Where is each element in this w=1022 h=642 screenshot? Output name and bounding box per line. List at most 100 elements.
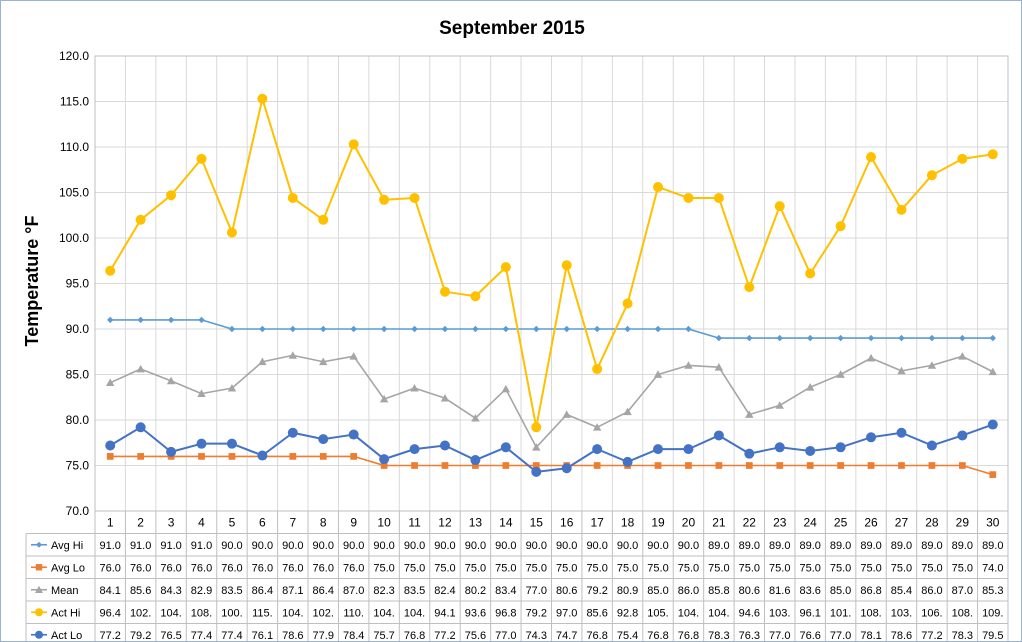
data-label: 77.0 (830, 630, 851, 641)
data-label: 77.0 (769, 630, 790, 641)
y-tick-label: 80.0 (66, 413, 90, 427)
data-point-act-lo (926, 440, 937, 451)
data-point-avg-lo (198, 453, 205, 460)
legend-key-marker-avg-hi (36, 541, 42, 548)
data-point-act-hi (135, 214, 146, 225)
data-label: 75.0 (586, 562, 607, 574)
x-tick-label: 5 (229, 515, 236, 529)
data-label: 83.4 (495, 585, 516, 597)
data-label: 75.0 (799, 562, 820, 574)
data-label: 85.3 (982, 585, 1003, 597)
data-point-avg-hi (167, 316, 175, 324)
data-label: 89.0 (830, 540, 851, 552)
data-point-mean (319, 357, 328, 366)
data-label: 75.0 (921, 562, 942, 574)
legend-key-marker-mean (35, 585, 43, 593)
y-tick-label: 110.0 (60, 140, 89, 154)
data-label: 79.2 (586, 585, 607, 597)
data-point-act-hi (196, 153, 207, 164)
data-label: 76.0 (160, 562, 181, 574)
x-tick-label: 17 (590, 515, 604, 529)
data-point-act-lo (470, 455, 481, 466)
data-label: 78.4 (343, 630, 364, 641)
x-tick-label: 15 (530, 515, 544, 529)
data-label: 84.1 (100, 585, 121, 597)
x-tick-label: 23 (773, 515, 787, 529)
data-point-avg-lo (411, 462, 418, 469)
data-point-act-lo (439, 440, 450, 451)
data-label: 75.0 (617, 562, 638, 574)
legend-entry-avg-hi: Avg Hi (51, 540, 83, 552)
data-point-avg-hi (350, 325, 357, 333)
data-point-avg-lo (593, 462, 601, 469)
data-label: 90.0 (465, 540, 486, 552)
data-point-avg-lo (654, 462, 662, 469)
data-label: 75.0 (830, 562, 851, 574)
data-point-act-lo (318, 434, 329, 445)
data-label: 76.8 (647, 630, 668, 641)
x-tick-label: 21 (712, 515, 726, 529)
data-label: 90.0 (526, 540, 547, 552)
data-point-act-lo (805, 445, 816, 456)
data-point-avg-hi (746, 334, 753, 342)
data-label: 80.9 (617, 585, 638, 597)
data-point-mean (410, 383, 419, 392)
legend-entry-mean: Mean (51, 585, 79, 597)
x-tick-label: 13 (469, 515, 483, 529)
data-point-mean (592, 423, 602, 431)
series-line-act-lo (109, 423, 994, 473)
data-label: 74.7 (556, 630, 577, 641)
data-label: 77.4 (191, 630, 212, 641)
data-label: 86.8 (860, 585, 881, 597)
data-label: 75.0 (739, 562, 760, 574)
data-point-mean (379, 394, 389, 403)
data-label: 83.5 (221, 585, 242, 597)
x-tick-label: 30 (986, 515, 1000, 529)
data-label: 82.9 (191, 585, 212, 597)
data-point-mean (927, 361, 937, 369)
data-point-avg-hi (228, 325, 236, 333)
data-point-act-hi (683, 192, 694, 203)
data-label: 101. (830, 607, 851, 619)
data-point-act-hi (835, 221, 846, 232)
x-tick-label: 3 (168, 515, 175, 529)
data-label: 104. (404, 607, 425, 619)
data-label: 110. (343, 607, 364, 619)
data-point-act-hi (470, 291, 481, 302)
data-point-act-lo (135, 422, 146, 433)
data-point-avg-hi (411, 325, 418, 333)
data-label: 94.1 (434, 607, 455, 619)
data-label: 100. (221, 607, 242, 619)
y-tick-label: 90.0 (66, 322, 90, 336)
data-label: 77.0 (526, 585, 547, 597)
data-point-avg-hi (137, 316, 144, 324)
x-tick-label: 2 (137, 515, 144, 529)
data-label: 91.0 (130, 540, 151, 552)
data-point-mean (988, 367, 997, 376)
data-label: 90.0 (586, 540, 607, 552)
data-point-act-hi (226, 227, 237, 238)
data-label: 76.1 (252, 630, 273, 641)
data-label: 91.0 (100, 540, 121, 552)
data-point-mean (227, 383, 237, 392)
data-label: 86.4 (313, 585, 334, 597)
data-label: 84.3 (160, 585, 181, 597)
y-tick-label: 85.0 (66, 368, 90, 382)
data-label: 89.0 (860, 540, 881, 552)
data-label: 76.0 (252, 562, 273, 574)
data-point-act-lo (866, 432, 877, 443)
data-point-act-hi (713, 192, 724, 203)
data-label: 78.3 (952, 630, 973, 641)
data-point-avg-hi (380, 325, 388, 333)
data-label: 80.6 (739, 585, 760, 597)
legend-entry-act-lo: Act Lo (51, 630, 82, 641)
x-tick-label: 4 (198, 515, 205, 529)
data-point-mean (562, 410, 571, 418)
data-label: 89.0 (982, 540, 1003, 552)
data-point-avg-hi (806, 334, 814, 342)
data-label: 115. (252, 607, 273, 619)
data-point-act-lo (531, 466, 542, 477)
data-label: 85.6 (586, 607, 607, 619)
